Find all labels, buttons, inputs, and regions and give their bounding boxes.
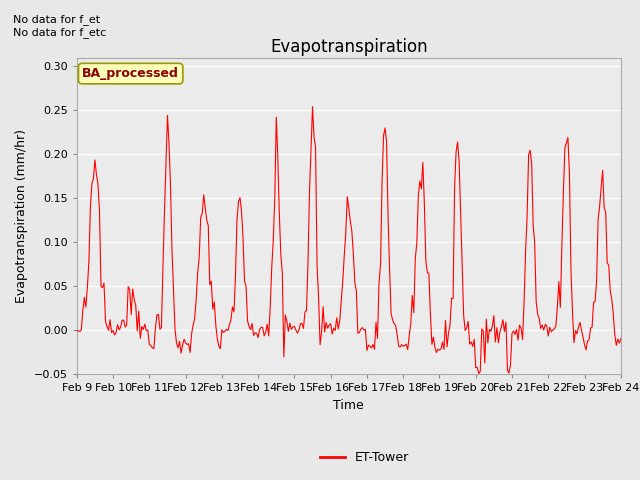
Title: Evapotranspiration: Evapotranspiration: [270, 38, 428, 56]
Legend: ET-Tower: ET-Tower: [315, 446, 415, 469]
Text: No data for f_et
No data for f_etc: No data for f_et No data for f_etc: [13, 14, 106, 38]
Y-axis label: Evapotranspiration (mm/hr): Evapotranspiration (mm/hr): [15, 129, 28, 303]
Text: BA_processed: BA_processed: [82, 67, 179, 80]
X-axis label: Time: Time: [333, 399, 364, 412]
